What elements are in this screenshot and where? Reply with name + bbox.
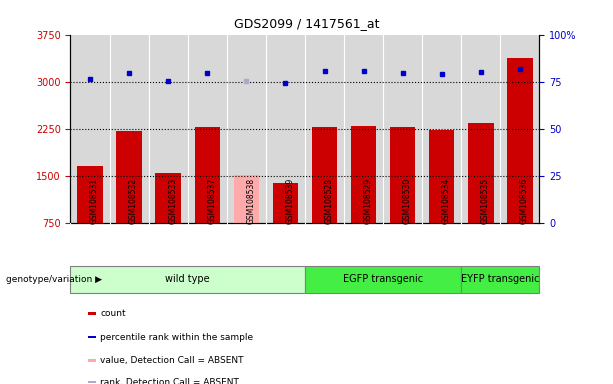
Bar xyxy=(429,130,454,223)
Text: GSM108530: GSM108530 xyxy=(403,177,412,223)
Bar xyxy=(351,126,376,223)
Bar xyxy=(273,183,298,223)
Bar xyxy=(88,313,96,315)
Text: GSM108528: GSM108528 xyxy=(324,177,333,223)
Text: GSM108529: GSM108529 xyxy=(364,177,373,223)
Text: GSM108538: GSM108538 xyxy=(246,177,256,223)
Bar xyxy=(312,127,337,223)
Text: genotype/variation ▶: genotype/variation ▶ xyxy=(6,275,102,284)
FancyBboxPatch shape xyxy=(70,266,305,293)
Text: GSM108531: GSM108531 xyxy=(90,177,99,223)
FancyBboxPatch shape xyxy=(462,266,539,293)
Text: GDS2099 / 1417561_at: GDS2099 / 1417561_at xyxy=(234,17,379,30)
Bar xyxy=(194,127,220,223)
Bar xyxy=(234,175,259,223)
Text: GSM108539: GSM108539 xyxy=(286,177,294,223)
Text: GSM108535: GSM108535 xyxy=(481,177,490,223)
Bar xyxy=(468,123,493,223)
Text: GSM108536: GSM108536 xyxy=(520,177,529,223)
Bar xyxy=(77,166,103,223)
Bar xyxy=(88,336,96,338)
FancyBboxPatch shape xyxy=(305,266,462,293)
Text: wild type: wild type xyxy=(166,274,210,285)
Text: GSM108537: GSM108537 xyxy=(207,177,216,223)
Text: rank, Detection Call = ABSENT: rank, Detection Call = ABSENT xyxy=(100,378,239,384)
Bar xyxy=(507,58,533,223)
Text: value, Detection Call = ABSENT: value, Detection Call = ABSENT xyxy=(100,356,244,365)
Bar xyxy=(156,173,181,223)
Bar xyxy=(88,381,96,383)
Text: GSM108534: GSM108534 xyxy=(442,177,451,223)
Text: count: count xyxy=(100,309,126,318)
Text: EYFP transgenic: EYFP transgenic xyxy=(461,274,539,285)
Text: GSM108533: GSM108533 xyxy=(168,177,177,223)
Text: GSM108532: GSM108532 xyxy=(129,177,138,223)
Text: EGFP transgenic: EGFP transgenic xyxy=(343,274,423,285)
Bar xyxy=(116,131,142,223)
Bar xyxy=(88,359,96,362)
Bar xyxy=(390,127,416,223)
Text: percentile rank within the sample: percentile rank within the sample xyxy=(100,333,253,342)
